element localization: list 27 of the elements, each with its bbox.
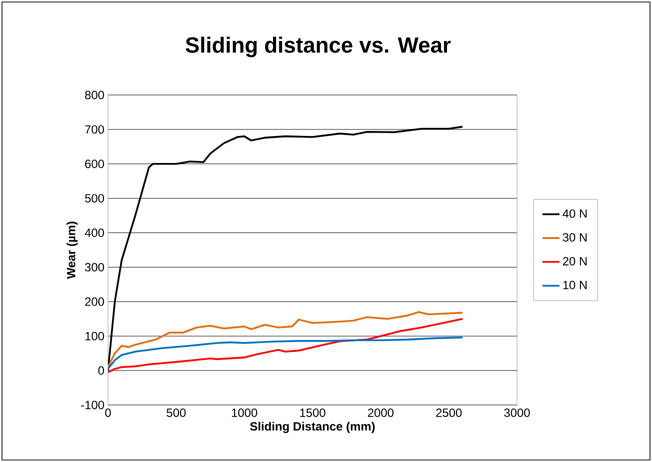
y-tick-label: 300 — [84, 262, 104, 272]
x-tick-label: 2500 — [436, 408, 462, 417]
x-tick-label: 2000 — [368, 408, 394, 417]
x-tick-label: 500 — [166, 408, 186, 417]
x-axis-title: Sliding Distance (mm) — [250, 422, 375, 434]
x-tick-label: 1000 — [232, 408, 258, 417]
legend-label: 10 N — [563, 280, 587, 290]
y-tick-label: 0 — [98, 366, 104, 375]
y-tick-label: 800 — [85, 90, 104, 100]
legend-label: 20 N — [562, 256, 587, 266]
y-tick-label: -100 — [81, 400, 104, 410]
y-tick-label: 700 — [85, 125, 104, 134]
y-tick-label: 200 — [85, 297, 104, 306]
line-series — [108, 318, 464, 374]
y-tick-label: 500 — [85, 194, 104, 203]
y-tick-label: 400 — [84, 228, 104, 237]
y-tick-label: 600 — [85, 160, 104, 168]
line-series — [108, 336, 464, 370]
chart-title: Sliding distance vs. Wear — [186, 36, 451, 58]
line-series — [108, 311, 464, 368]
y-axis-title: Wear (µm) — [66, 222, 78, 279]
x-tick-label: 0 — [105, 408, 111, 417]
x-tick-label: 1500 — [300, 408, 326, 417]
legend-label: 40 N — [562, 209, 587, 218]
legend-label: 30 N — [562, 233, 587, 242]
y-tick-label: 100 — [85, 332, 104, 340]
x-tick-label: 3000 — [504, 408, 530, 417]
